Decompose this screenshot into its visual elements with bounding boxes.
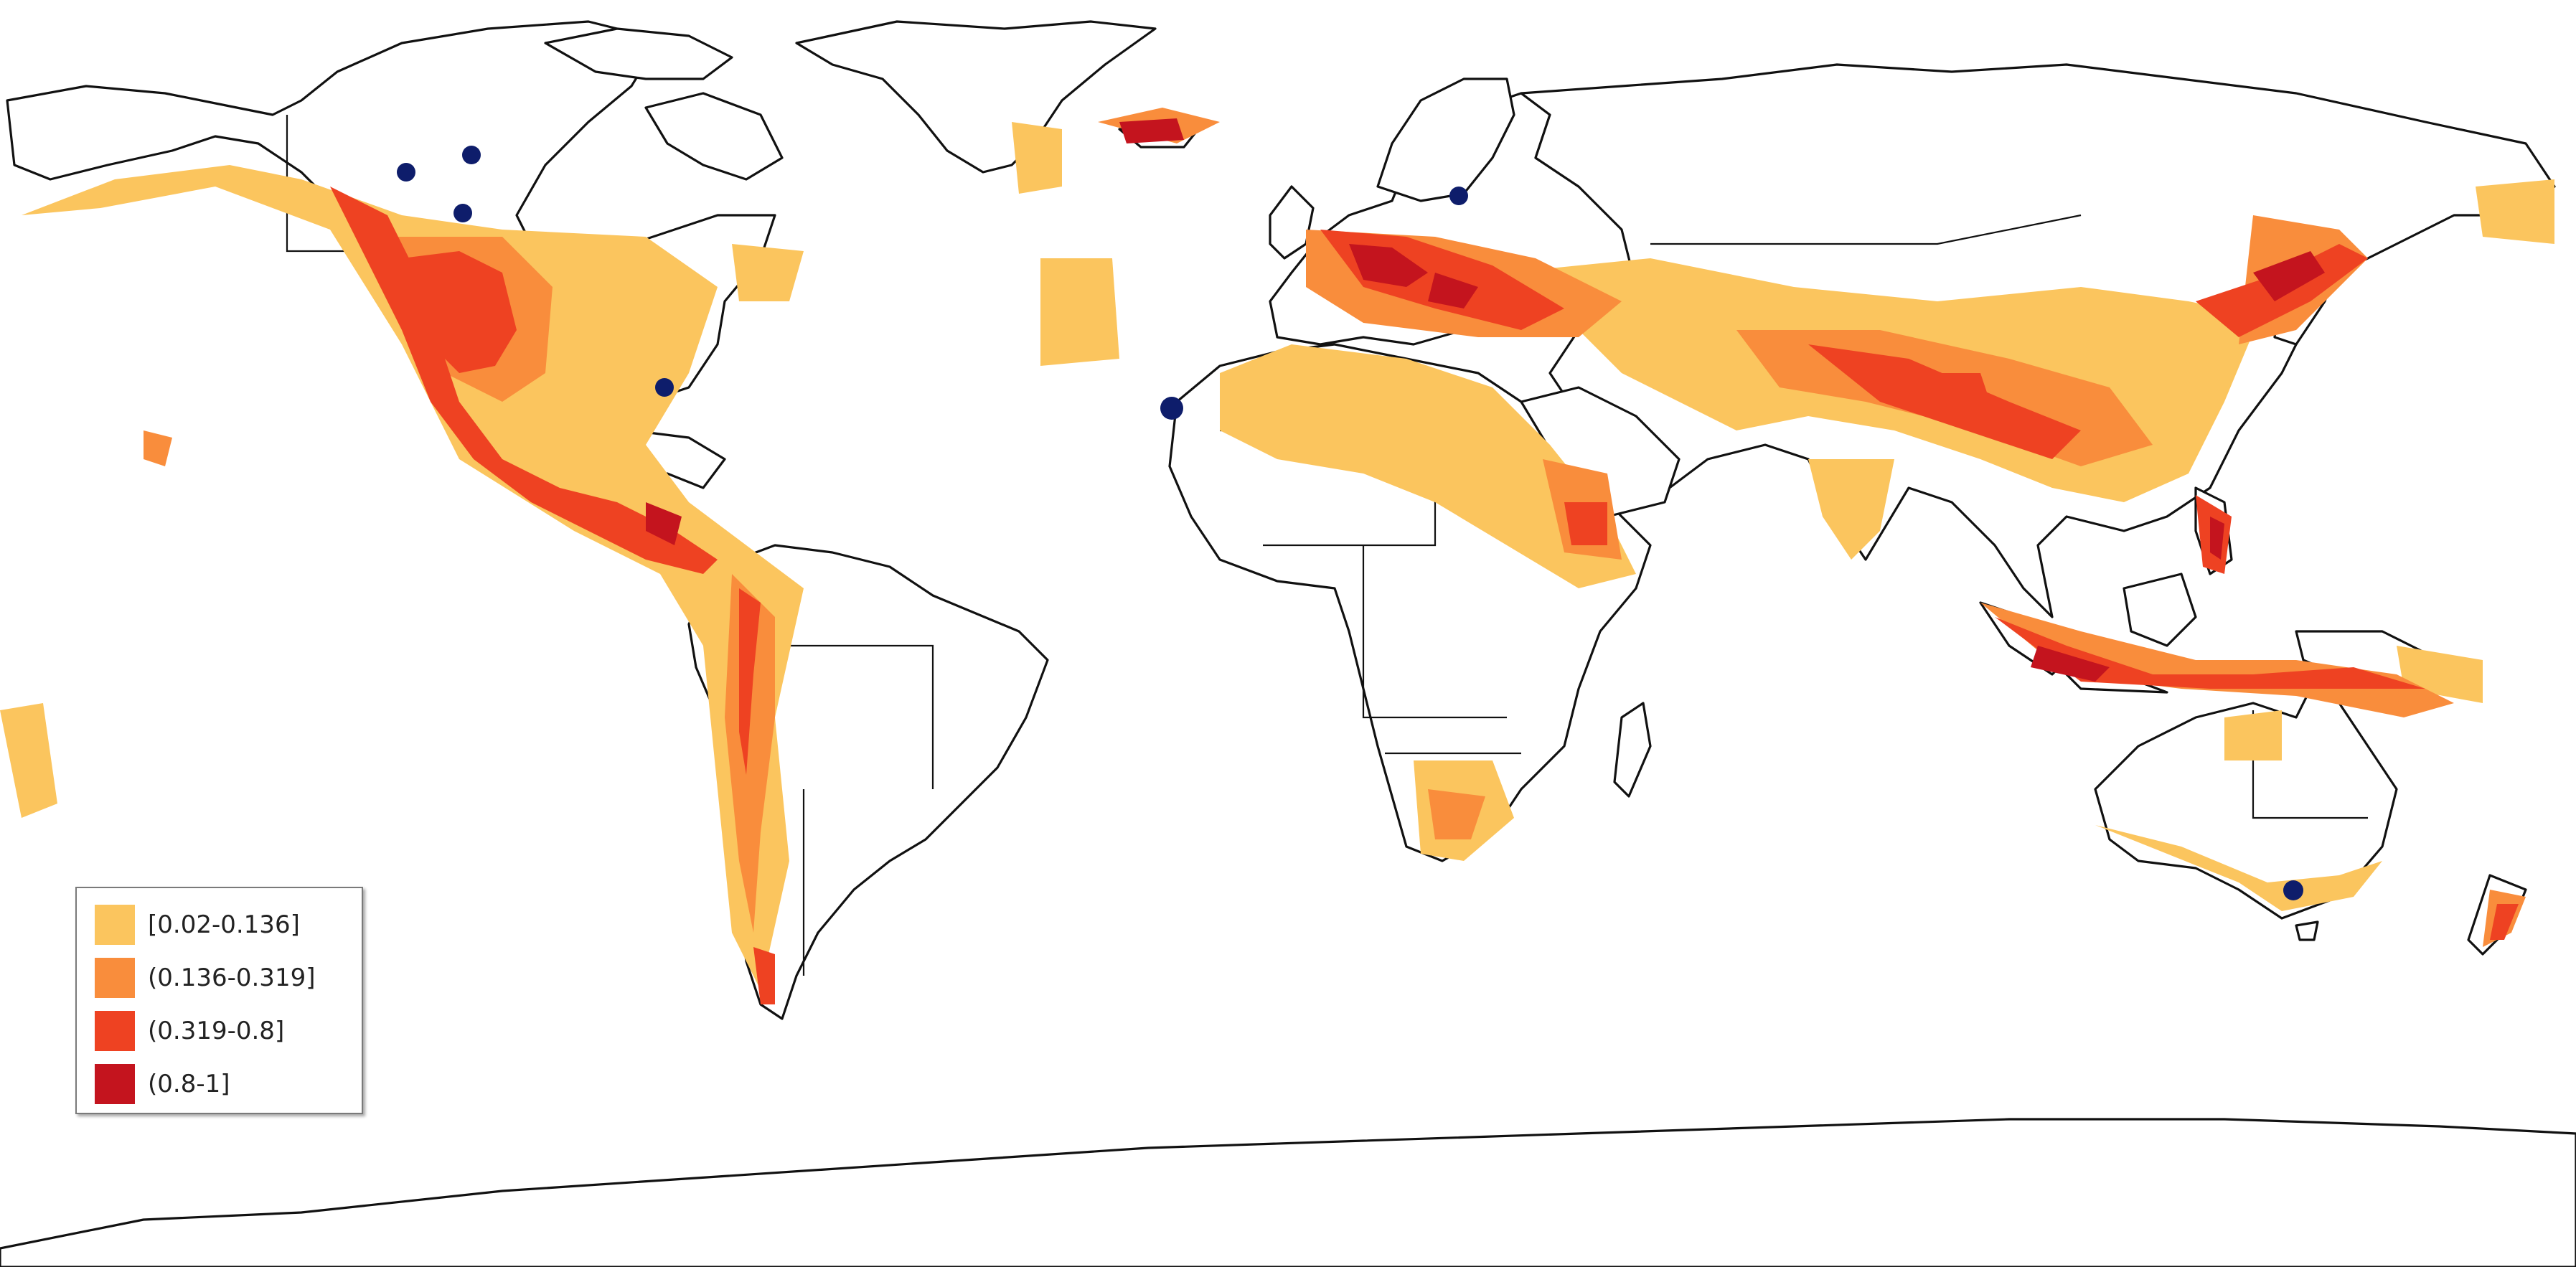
dot-marker-icon [1160,397,1183,420]
legend-label: (0.319-0.8] [148,1017,285,1045]
legend-swatch [95,958,135,998]
legend-label: (0.8-1] [148,1070,230,1098]
landmass-baffin-island [644,92,784,181]
dot-marker-icon [1449,187,1468,205]
legend-swatch [95,905,135,945]
border-brazil [789,644,934,789]
dot-marker-icon [397,163,415,182]
landmass-antarctica [0,1118,2576,1267]
dot-marker-icon [655,378,674,397]
landmass-scandinavia [1376,77,1515,202]
legend-item: (0.8-1] [95,1058,362,1111]
legend-label: (0.136-0.319] [148,964,316,992]
map-legend: [0.02-0.136] (0.136-0.319] (0.319-0.8] (… [75,887,363,1114]
dot-marker-icon [453,204,472,222]
legend-swatch [95,1011,135,1051]
landmass-greenland [795,20,1157,174]
dot-marker-icon [2283,880,2303,900]
dot-marker-icon [462,146,481,164]
landmass-australia [2094,687,2398,920]
landmass-tasmania [2295,920,2319,941]
legend-item: (0.136-0.319] [95,951,362,1004]
heat-layer-high [646,118,2325,682]
legend-item: [0.02-0.136] [95,898,362,951]
landmass-madagascar [1613,702,1652,798]
point-markers [397,146,2303,900]
landmass-arctic-islands [544,27,733,80]
border-russia-south [1650,214,2082,245]
legend-item: (0.319-0.8] [95,1004,362,1058]
landmasses [0,20,2576,1267]
legend-label: [0.02-0.136] [148,910,300,939]
legend-swatch [95,1064,135,1104]
border-central-africa [1362,545,1507,719]
landmass-borneo [2123,573,2197,647]
